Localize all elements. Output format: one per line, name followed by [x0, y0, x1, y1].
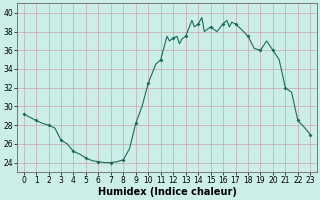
- X-axis label: Humidex (Indice chaleur): Humidex (Indice chaleur): [98, 187, 236, 197]
